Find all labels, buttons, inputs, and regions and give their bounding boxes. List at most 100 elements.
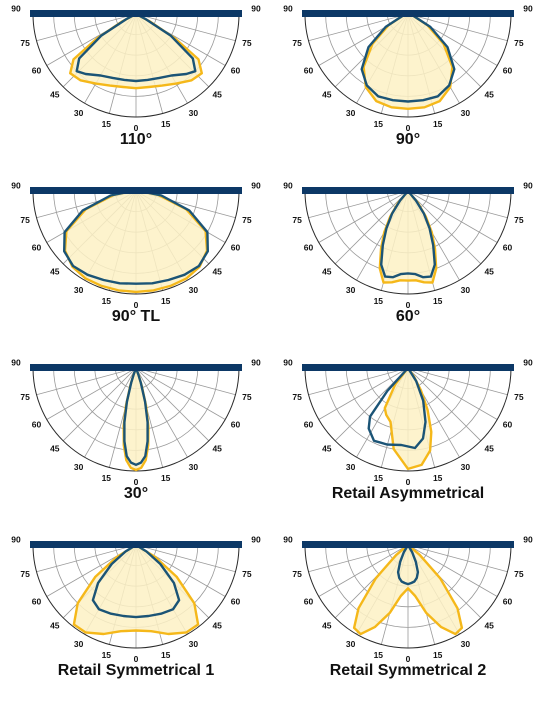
angle-tick-label: 75 — [292, 38, 302, 48]
curve-blue — [380, 189, 436, 279]
angle-tick-label: 45 — [212, 443, 222, 453]
angle-tick-label: 15 — [374, 650, 384, 660]
diagram-caption: 90° TL — [111, 308, 161, 325]
outer-ring — [304, 13, 512, 118]
angle-tick-label: 15 — [161, 473, 171, 483]
angle-tick-label: 0 — [406, 300, 411, 310]
angle-tick-label: 60 — [304, 420, 314, 430]
ceiling-bar — [302, 541, 514, 548]
diagram-cell: 0 15 15 30 30 45 45 60 60 75 75 90 90 Retail Symmetri… — [272, 531, 544, 707]
curve-yellow — [352, 543, 464, 636]
curve-yellow — [63, 189, 209, 294]
ceiling-bar — [302, 364, 514, 371]
grid-ray — [407, 367, 482, 442]
diagram-cell: 0 15 15 30 30 45 45 60 60 75 75 90 90 Retail Asymmetr… — [272, 354, 544, 530]
angle-tick-label: 60 — [304, 66, 314, 76]
grid-ray — [36, 367, 137, 396]
angle-tick-label: 60 — [304, 243, 314, 253]
diagram-caption: Retail Symmetrical 1 — [57, 662, 215, 679]
angle-tick-label: 15 — [102, 296, 112, 306]
angle-tick-label: 75 — [20, 215, 30, 225]
angle-tick-label: 45 — [484, 620, 494, 630]
angle-tick-label: 45 — [322, 620, 332, 630]
grid-ray — [135, 544, 236, 573]
curve-yellow — [72, 543, 200, 636]
grid-ray — [308, 367, 409, 396]
angle-tick-label: 90 — [11, 534, 21, 544]
angle-tick-label: 45 — [50, 443, 60, 453]
grid-ray — [36, 13, 137, 42]
angle-tick-label: 60 — [503, 597, 513, 607]
angle-tick-label: 30 — [461, 285, 471, 295]
ceiling-bar — [302, 10, 514, 17]
angle-tick-label: 15 — [102, 473, 112, 483]
angle-tick-label: 75 — [514, 38, 524, 48]
angle-tick-label: 0 — [406, 123, 411, 133]
angle-tick-label: 90 — [283, 357, 293, 367]
angle-tick-label: 45 — [50, 620, 60, 630]
angle-tick-label: 60 — [304, 597, 314, 607]
angle-tick-label: 90 — [523, 534, 533, 544]
angle-tick-label: 45 — [484, 266, 494, 276]
angle-tick-label: 60 — [231, 597, 241, 607]
angle-tick-label: 15 — [161, 650, 171, 660]
angle-tick-label: 15 — [433, 119, 443, 129]
angle-tick-label: 90 — [251, 534, 261, 544]
outer-ring — [32, 13, 240, 118]
grid-ray — [407, 190, 498, 243]
angle-tick-label: 45 — [322, 266, 332, 276]
angle-tick-label: 60 — [32, 597, 42, 607]
angle-tick-label: 0 — [406, 654, 411, 664]
angle-tick-label: 60 — [32, 420, 42, 430]
outer-ring — [32, 544, 240, 649]
angle-tick-label: 75 — [292, 215, 302, 225]
outer-ring — [304, 367, 512, 472]
curve-blue — [91, 543, 181, 619]
angle-tick-label: 15 — [374, 473, 384, 483]
polar-diagram: 0 15 15 30 30 45 45 60 60 75 75 90 90 — [283, 357, 533, 487]
angle-tick-label: 45 — [212, 266, 222, 276]
angle-tick-label: 45 — [322, 89, 332, 99]
angle-tick-label: 45 — [484, 443, 494, 453]
grid-ray — [308, 13, 409, 42]
polar-diagram: 0 15 15 30 30 45 45 60 60 75 75 90 90 — [283, 180, 533, 310]
grid-ray — [407, 13, 508, 42]
outer-ring — [304, 190, 512, 295]
angle-tick-label: 15 — [161, 119, 171, 129]
angle-tick-label: 60 — [231, 420, 241, 430]
diagram-cell: 0 15 15 30 30 45 45 60 60 75 75 90 90 110° — [0, 0, 272, 176]
angle-tick-label: 60 — [503, 243, 513, 253]
curve-yellow — [69, 12, 203, 90]
angle-tick-label: 30 — [346, 108, 356, 118]
angle-tick-label: 75 — [20, 392, 30, 402]
curve-yellow — [378, 189, 438, 284]
angle-tick-label: 0 — [134, 477, 139, 487]
angle-tick-label: 30 — [189, 639, 199, 649]
polar-diagram: 0 15 15 30 30 45 45 60 60 75 75 90 90 — [11, 3, 261, 133]
polar-diagram: 0 15 15 30 30 45 45 60 60 75 75 90 90 — [11, 534, 261, 664]
angle-tick-label: 30 — [74, 462, 84, 472]
angle-tick-label: 75 — [242, 215, 252, 225]
angle-tick-label: 30 — [74, 285, 84, 295]
angle-tick-label: 90 — [283, 180, 293, 190]
outer-ring — [304, 544, 512, 649]
angle-tick-label: 15 — [433, 650, 443, 660]
angle-tick-label: 90 — [251, 180, 261, 190]
polar-diagram: 0 15 15 30 30 45 45 60 60 75 75 90 90 — [283, 534, 533, 664]
ceiling-bar — [30, 187, 242, 194]
angle-tick-label: 0 — [134, 123, 139, 133]
angle-tick-label: 45 — [50, 266, 60, 276]
curve-blue — [367, 366, 427, 450]
angle-tick-label: 75 — [20, 569, 30, 579]
grid-ray — [334, 190, 409, 265]
angle-tick-label: 30 — [346, 639, 356, 649]
angle-tick-label: 90 — [283, 534, 293, 544]
angle-tick-label: 45 — [484, 89, 494, 99]
angle-tick-label: 75 — [292, 392, 302, 402]
angle-tick-label: 15 — [433, 473, 443, 483]
grid-ray — [318, 367, 409, 420]
grid-ray — [407, 190, 508, 219]
angle-tick-label: 75 — [514, 569, 524, 579]
angle-tick-label: 30 — [74, 108, 84, 118]
